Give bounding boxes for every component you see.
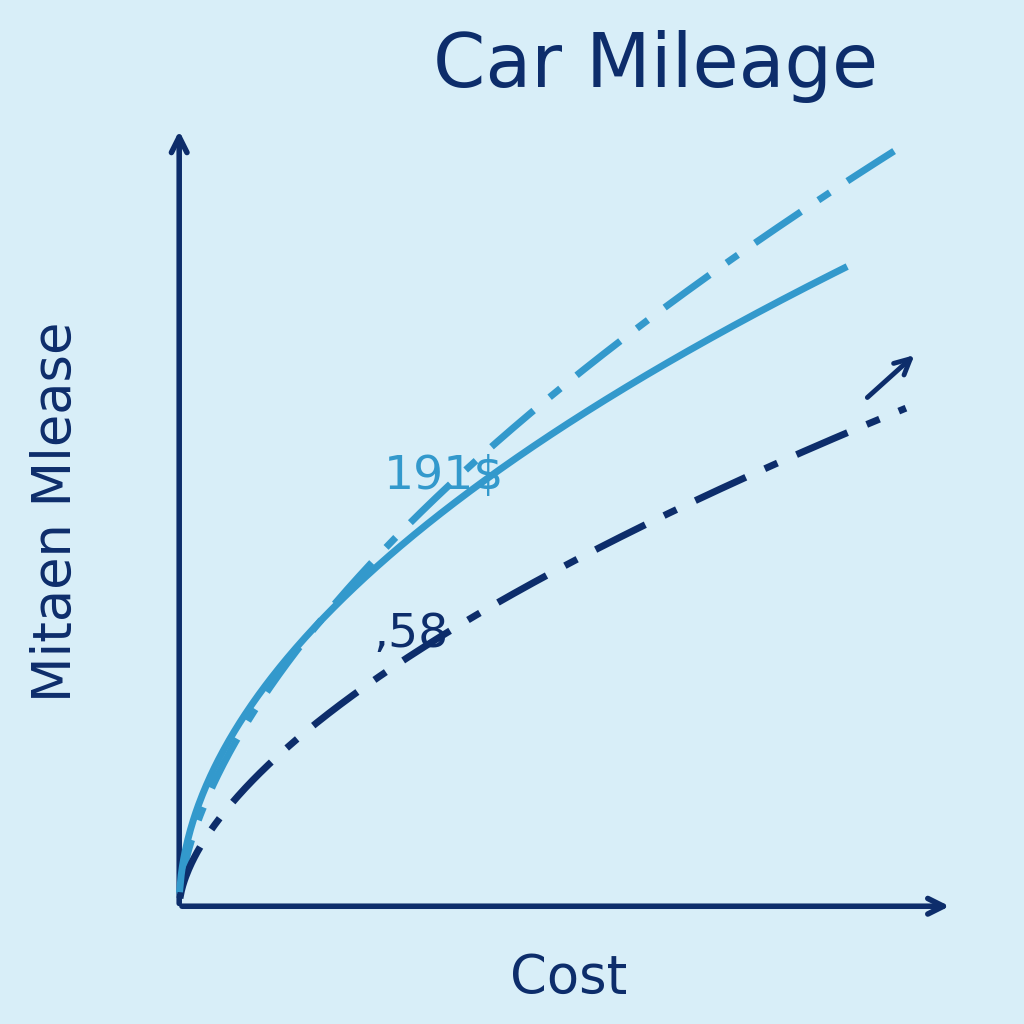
Text: Car Mileage: Car Mileage bbox=[433, 30, 878, 103]
Text: ,58: ,58 bbox=[374, 612, 449, 657]
Text: Mitaen Mlease: Mitaen Mlease bbox=[31, 322, 82, 702]
Text: Cost: Cost bbox=[510, 952, 627, 1004]
Text: 191$: 191$ bbox=[384, 454, 505, 499]
